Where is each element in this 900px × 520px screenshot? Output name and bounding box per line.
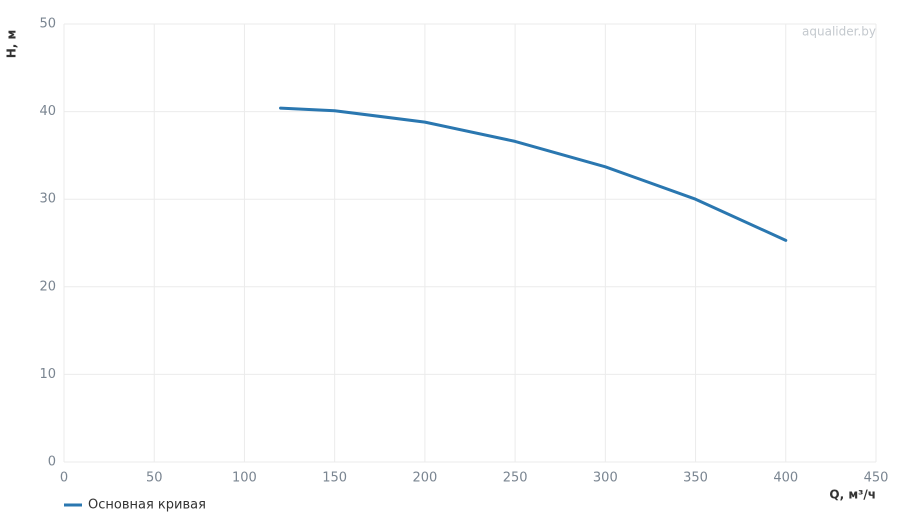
line-series [279,106,788,242]
x-tick-label: 400 [773,471,798,486]
y-tick-label: 10 [39,367,56,382]
watermark: aqualider.by [802,25,876,39]
x-tick-label: 350 [683,471,708,486]
y-tick-label: 50 [39,17,56,32]
x-tick-label: 150 [322,471,347,486]
y-tick-label: 40 [39,104,56,119]
x-tick-label: 450 [864,471,889,486]
x-tick-label: 200 [412,471,437,486]
x-tick-label: 250 [503,471,528,486]
x-tick-label: 0 [60,471,68,486]
x-tick-label: 300 [593,471,618,486]
y-tick-label: 30 [39,192,56,207]
legend-label: Основная кривая [88,498,206,513]
y-tick-label: 0 [48,455,56,470]
x-axis-title: Q, м³/ч [829,488,876,502]
x-tick-label: 100 [232,471,257,486]
x-tick-label: 50 [146,471,163,486]
y-tick-label: 20 [39,279,56,294]
y-axis-title: H, м [5,30,19,59]
